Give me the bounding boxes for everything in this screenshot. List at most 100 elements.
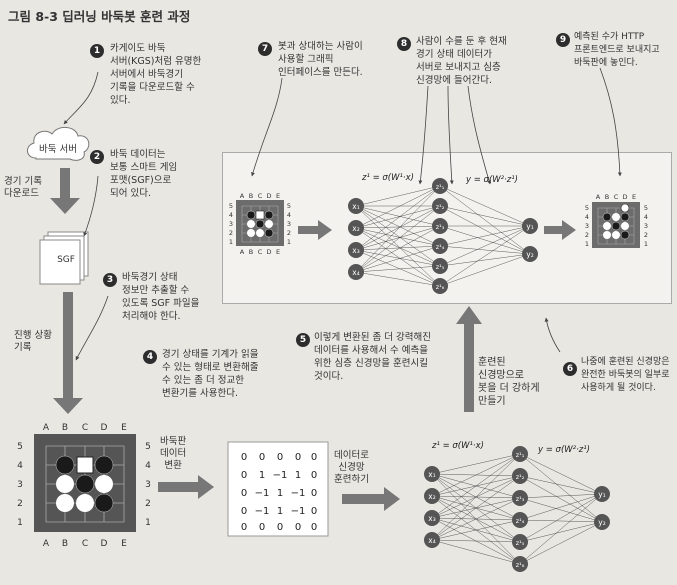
svg-text:5: 5 <box>585 204 589 212</box>
svg-text:0: 0 <box>241 452 247 463</box>
top-output-nodes: y₁ y₂ <box>522 218 538 262</box>
svg-text:z¹₃: z¹₃ <box>436 223 445 231</box>
nn-train-label: 데이터로 신경망 훈련하기 <box>334 450 369 485</box>
server-cloud: 바둑 서버 <box>27 127 90 161</box>
svg-text:B: B <box>249 192 253 200</box>
svg-text:1: 1 <box>287 238 291 246</box>
svg-text:0: 0 <box>311 506 317 517</box>
svg-text:−1: −1 <box>255 506 270 517</box>
trained-label: 훈련된 신경망으로 봇을 더 강하게 만들기 <box>478 357 540 407</box>
svg-text:2: 2 <box>287 229 291 237</box>
svg-text:E: E <box>121 423 127 433</box>
svg-text:E: E <box>276 192 280 200</box>
svg-text:1: 1 <box>585 240 589 248</box>
svg-text:4: 4 <box>287 211 291 219</box>
svg-text:0: 0 <box>259 522 265 533</box>
svg-text:1: 1 <box>259 470 265 481</box>
svg-text:z¹₂: z¹₂ <box>436 203 445 211</box>
convert-arrow <box>158 475 214 499</box>
svg-text:4: 4 <box>644 213 648 221</box>
svg-text:E: E <box>121 539 127 549</box>
step-4-text: 경기 상태를 기계가 읽을 수 있는 형태로 변환해줄 수 있는 좀 더 정교한… <box>162 349 259 399</box>
svg-text:2: 2 <box>229 229 233 237</box>
step-2-number: 2 <box>90 150 104 164</box>
svg-text:−1: −1 <box>255 488 270 499</box>
step-2-text: 바둑 데이터는 보통 스마트 게임 포맷(SGF)으로 되어 있다. <box>110 149 178 199</box>
figure-title: 그림 8-3 딥러닝 바둑봇 훈련 과정 <box>8 9 191 24</box>
svg-text:2: 2 <box>145 499 151 509</box>
step-3-text: 바둑경기 상태 정보만 추출할 수 있도록 SGF 파일을 처리해야 한다. <box>122 272 200 322</box>
top-hidden-nodes: z¹₁ z¹₂ z¹₃ z¹₄ z¹₅ z¹₆ <box>432 178 448 294</box>
step-1-number: 1 <box>90 44 104 58</box>
svg-text:C: C <box>258 192 263 200</box>
svg-text:0: 0 <box>241 522 247 533</box>
svg-text:D: D <box>266 192 271 200</box>
svg-text:E: E <box>276 248 280 256</box>
svg-text:0: 0 <box>241 470 247 481</box>
svg-text:0: 0 <box>295 452 301 463</box>
svg-text:1: 1 <box>644 240 648 248</box>
svg-text:3: 3 <box>17 480 23 490</box>
bottom-input-nodes: x₁ x₂ x₃ x₄ <box>424 466 440 548</box>
top-input-nodes: x₁ x₂ x₃ x₄ <box>348 198 364 280</box>
step-6-text: 나중에 훈련된 신경망은 완전한 바둑봇의 일부로 사용하게 될 것이다. <box>581 357 670 393</box>
svg-text:0: 0 <box>311 452 317 463</box>
svg-text:x₂: x₂ <box>428 492 435 501</box>
step-5-text: 이렇게 변환된 좀 더 강력해진 데이터를 사용해서 수 예측을 위한 심층 신… <box>314 332 431 382</box>
svg-text:0: 0 <box>277 522 283 533</box>
svg-text:2: 2 <box>644 231 648 239</box>
svg-text:C: C <box>614 193 619 201</box>
svg-text:3: 3 <box>644 222 648 230</box>
svg-text:x₁: x₁ <box>352 202 359 211</box>
svg-text:0: 0 <box>259 452 265 463</box>
bottom-go-board: A B C D E A B C D E 5 4 3 2 1 5 4 3 2 1 <box>17 423 151 549</box>
svg-text:B: B <box>62 539 68 549</box>
svg-text:1: 1 <box>277 506 283 517</box>
step-9-number: 9 <box>556 33 570 47</box>
svg-text:x₃: x₃ <box>428 514 435 523</box>
svg-text:−1: −1 <box>273 470 288 481</box>
svg-text:z¹₅: z¹₅ <box>436 263 445 271</box>
svg-text:D: D <box>266 248 271 256</box>
svg-text:y₁: y₁ <box>598 490 605 499</box>
svg-text:3: 3 <box>287 220 291 228</box>
sgf-label: SGF <box>57 255 75 265</box>
svg-text:z¹₁: z¹₁ <box>436 183 445 191</box>
svg-text:x₂: x₂ <box>352 224 359 233</box>
top-neural-net: z¹ = σ(W¹·x) y = σ(W²·z¹) x₁ x₂ x₃ x₄ z¹… <box>348 173 538 294</box>
step-8-number: 8 <box>397 37 411 51</box>
step-1-text: 카게이도 바둑 서버(KGS)처럼 유명한 서버에서 바둑경기 기록을 다운로드… <box>110 43 202 106</box>
bottom-hidden-nodes: z¹₁ z¹₂ z¹₃ z¹₄ z¹₅ z¹₆ <box>512 446 528 572</box>
svg-text:x₁: x₁ <box>428 470 435 479</box>
bottom-formula-z1: z¹ = σ(W¹·x) <box>431 441 484 451</box>
svg-text:B: B <box>605 193 609 201</box>
svg-text:0: 0 <box>311 470 317 481</box>
svg-text:1: 1 <box>17 518 23 528</box>
progress-label: 진행 상황 기록 <box>14 330 52 353</box>
svg-text:2: 2 <box>585 231 589 239</box>
svg-text:y₂: y₂ <box>598 518 605 527</box>
svg-text:x₃: x₃ <box>352 246 359 255</box>
svg-text:3: 3 <box>145 480 151 490</box>
svg-text:C: C <box>82 539 88 549</box>
svg-text:5: 5 <box>287 202 291 210</box>
bottom-output-nodes: y₁ y₂ <box>594 486 610 530</box>
svg-text:5: 5 <box>17 442 23 452</box>
top-formula-y: y = σ(W²·z¹) <box>465 175 518 185</box>
svg-text:0: 0 <box>241 506 247 517</box>
svg-text:−1: −1 <box>291 488 306 499</box>
svg-text:0: 0 <box>311 522 317 533</box>
top-formula-z1: z¹ = σ(W¹·x) <box>361 173 414 183</box>
svg-text:0: 0 <box>241 488 247 499</box>
svg-text:3: 3 <box>585 222 589 230</box>
svg-text:1: 1 <box>295 470 301 481</box>
svg-text:A: A <box>596 193 601 201</box>
step-8-text: 사람이 수를 둔 후 현재 경기 상태 데이터가 서버로 보내지고 심층 신경망… <box>416 36 507 86</box>
svg-text:B: B <box>249 248 253 256</box>
svg-text:4: 4 <box>229 211 233 219</box>
svg-text:D: D <box>101 423 108 433</box>
svg-text:x₄: x₄ <box>352 268 359 277</box>
